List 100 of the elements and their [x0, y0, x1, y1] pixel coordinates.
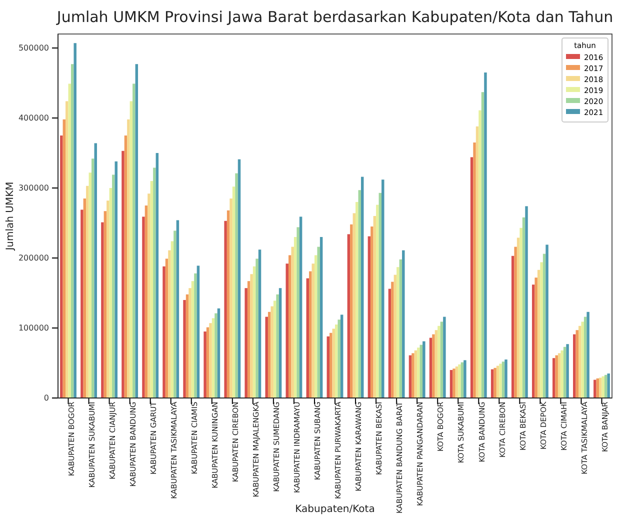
- bar: [92, 158, 94, 398]
- bar: [270, 306, 274, 398]
- bar: [252, 266, 256, 398]
- bar: [124, 136, 128, 398]
- y-tick-label: 400000: [18, 114, 49, 123]
- bar: [148, 194, 150, 398]
- bar: [196, 266, 200, 398]
- bar: [352, 213, 356, 398]
- bar: [214, 313, 218, 398]
- bar: [347, 234, 350, 398]
- bar: [204, 332, 206, 398]
- bar: [408, 355, 412, 398]
- bar: [412, 353, 414, 398]
- bar: [80, 210, 84, 398]
- chart-title: Jumlah UMKM Provinsi Jawa Barat berdasarkan Kabupaten/Kota dan Tahun: [56, 8, 614, 26]
- bar: [511, 256, 514, 398]
- y-tick-label: 0: [44, 394, 49, 403]
- bar: [106, 200, 110, 398]
- bar: [112, 174, 115, 398]
- bar: [268, 312, 271, 398]
- bar: [317, 246, 320, 398]
- bar: [443, 316, 446, 398]
- bar: [502, 362, 505, 398]
- bar: [299, 216, 302, 398]
- bar: [230, 198, 232, 398]
- bar: [104, 211, 107, 398]
- bar: [162, 266, 166, 398]
- bar: [476, 126, 479, 398]
- bar: [494, 368, 496, 398]
- bar: [534, 278, 538, 398]
- bar: [542, 254, 546, 398]
- bar: [256, 258, 258, 398]
- bar: [607, 374, 610, 398]
- bar: [238, 159, 241, 398]
- bar: [525, 206, 528, 398]
- bar: [276, 294, 279, 398]
- bar: [174, 230, 176, 398]
- bar: [232, 186, 236, 398]
- bar: [460, 362, 464, 398]
- bar: [226, 210, 230, 398]
- bar: [320, 237, 323, 398]
- bar: [265, 316, 268, 398]
- bar: [101, 222, 104, 398]
- bar: [326, 336, 330, 398]
- bar: [602, 376, 604, 398]
- bar: [434, 330, 438, 398]
- bar: [114, 161, 118, 398]
- bar: [235, 173, 238, 398]
- bar: [132, 84, 136, 398]
- y-tick-label: 300000: [18, 184, 49, 193]
- bar: [599, 378, 602, 398]
- bar: [188, 288, 192, 398]
- bar: [250, 274, 253, 398]
- bar: [296, 227, 300, 398]
- bar: [186, 294, 189, 398]
- bar: [217, 308, 220, 398]
- bar: [165, 258, 168, 398]
- bar: [376, 204, 379, 398]
- bar: [470, 157, 474, 398]
- bar: [532, 284, 535, 398]
- bar: [566, 344, 569, 398]
- bar: [135, 64, 138, 398]
- bar: [314, 255, 318, 398]
- bar: [484, 72, 487, 398]
- bar: [576, 330, 578, 398]
- bar: [70, 64, 74, 398]
- bar: [481, 92, 484, 398]
- bar: [560, 350, 564, 398]
- bar: [452, 368, 456, 398]
- bar: [584, 316, 587, 398]
- bar: [455, 366, 458, 398]
- bar: [258, 250, 262, 398]
- bar: [150, 181, 154, 398]
- bar: [464, 360, 466, 398]
- bar: [74, 43, 76, 398]
- bar: [422, 341, 426, 398]
- bar: [340, 314, 344, 398]
- bar: [578, 326, 582, 398]
- bar: [396, 267, 400, 398]
- bar: [170, 241, 174, 398]
- bar: [368, 236, 371, 398]
- bar: [394, 274, 397, 398]
- bar: [88, 172, 92, 398]
- bar: [291, 246, 294, 398]
- bar: [438, 326, 440, 398]
- bar: [62, 119, 66, 398]
- bar: [273, 300, 276, 398]
- bar: [420, 344, 423, 398]
- bar: [183, 300, 186, 398]
- bar: [156, 153, 159, 398]
- bar: [286, 264, 288, 398]
- bar: [356, 202, 358, 398]
- bar: [586, 312, 590, 398]
- bar: [458, 364, 461, 398]
- bar: [378, 192, 382, 398]
- bar: [68, 84, 71, 398]
- bar: [417, 348, 420, 398]
- y-axis-title: Jumlah UMKM: [5, 182, 16, 252]
- y-tick-label: 100000: [18, 324, 49, 333]
- bar: [66, 101, 68, 398]
